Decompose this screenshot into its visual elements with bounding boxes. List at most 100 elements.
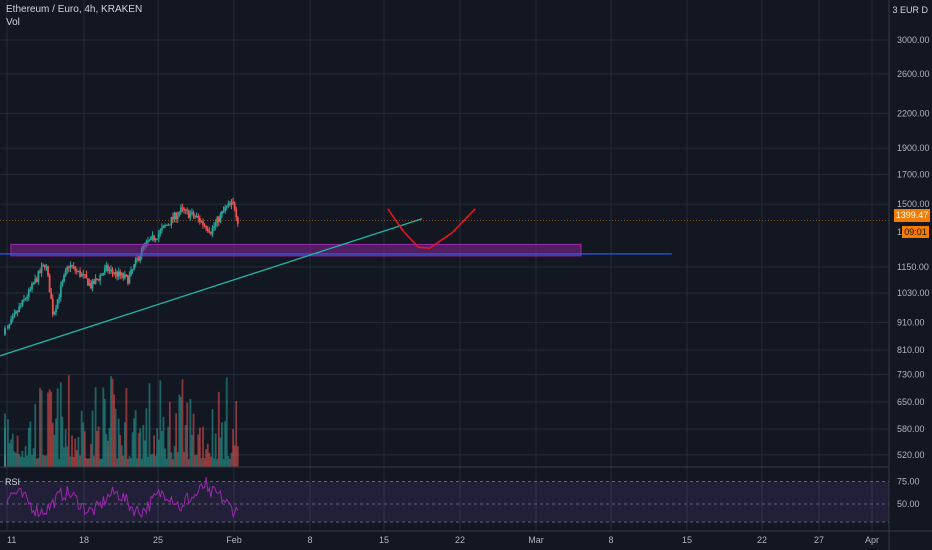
volume-bar <box>178 394 181 467</box>
volume-bar <box>156 428 159 467</box>
volume-bar <box>103 398 106 467</box>
volume-bar <box>200 458 203 467</box>
candle-body <box>86 278 89 286</box>
volume-bar <box>8 443 11 467</box>
candle-body <box>224 207 227 211</box>
volume-bar <box>100 458 103 467</box>
candle-body <box>194 216 197 218</box>
volume-bar <box>194 455 197 467</box>
candle-body <box>159 230 162 234</box>
volume-bar <box>19 456 22 467</box>
drawings[interactable] <box>0 208 889 357</box>
volume-bar <box>164 448 166 467</box>
candle-body <box>61 281 64 286</box>
volume-bar <box>198 427 201 467</box>
candle-body <box>219 214 222 222</box>
time-tick-label: 25 <box>153 535 163 545</box>
candle-body <box>127 275 129 284</box>
candle-body <box>225 205 228 208</box>
candle-body <box>178 212 181 216</box>
candle-body <box>26 296 29 299</box>
volume-bar <box>206 443 209 467</box>
candle-body <box>79 270 81 277</box>
volume-bar <box>197 434 200 467</box>
candle-body <box>113 272 115 274</box>
candle-body <box>119 271 122 276</box>
candle-body <box>90 283 92 289</box>
candle-body <box>192 212 195 217</box>
volume-bar <box>82 422 85 467</box>
volume-bar <box>90 443 92 467</box>
candle-body <box>186 209 189 211</box>
candle-body <box>167 224 170 226</box>
volume-bar <box>165 458 168 467</box>
volume-bar <box>161 431 163 467</box>
volume-bar <box>120 445 123 467</box>
candle-body <box>56 299 59 309</box>
candle-body <box>50 292 53 300</box>
volume-bar <box>145 408 148 467</box>
price-tick-label: 1900.00 <box>897 143 930 153</box>
volume-bar <box>189 399 192 467</box>
volume-bar <box>21 450 24 467</box>
candle-body <box>24 298 27 300</box>
candle-body <box>123 274 126 279</box>
candle-body <box>82 274 85 276</box>
candle-body <box>183 208 185 211</box>
volume-bar <box>222 458 225 467</box>
volume-bar <box>142 424 145 467</box>
volume-bar <box>88 457 91 467</box>
currency-label[interactable]: 3 EUR D <box>892 5 928 15</box>
volume-bar <box>202 426 204 467</box>
candle-body <box>13 313 16 317</box>
volume-bar <box>35 458 38 467</box>
candle-body <box>195 215 198 217</box>
volume-bar <box>181 379 184 467</box>
volume-bar <box>173 445 176 467</box>
time-tick-label: Feb <box>226 535 242 545</box>
volume-bar <box>140 458 143 467</box>
volume-bar <box>208 452 211 467</box>
candle-body <box>37 271 40 282</box>
candle-body <box>35 278 38 282</box>
volume-bar <box>67 375 70 467</box>
volume-bar <box>148 383 151 467</box>
volume-bar <box>110 376 112 467</box>
volume-bar <box>77 436 80 467</box>
price-tick-label: 1700.00 <box>897 169 930 179</box>
candle-body <box>7 325 9 329</box>
volume-bar <box>139 428 142 467</box>
candle-body <box>232 202 234 204</box>
candle-body <box>19 305 22 307</box>
candle-body <box>153 235 156 241</box>
volume-bar <box>40 390 43 467</box>
volume-bar <box>134 410 137 467</box>
candle-body <box>208 230 211 233</box>
support-zone-rectangle <box>10 243 582 257</box>
volume-bar <box>59 382 62 467</box>
volume-bar <box>47 392 49 467</box>
volume-bar <box>211 409 214 467</box>
volume-bar <box>50 391 53 467</box>
volume-bar <box>127 458 129 467</box>
candle-body <box>75 270 78 272</box>
candle-body <box>21 299 24 306</box>
volume-bar <box>224 421 227 467</box>
volume-bar <box>69 456 72 467</box>
time-tick-label: Apr <box>865 535 879 545</box>
volume-bar <box>125 388 128 467</box>
price-tick-label: 3000.00 <box>897 35 930 45</box>
candle-body <box>99 275 102 281</box>
volume-bar <box>195 454 198 467</box>
candle-body <box>34 278 37 284</box>
rsi-pane <box>0 477 889 523</box>
volume-bar <box>48 389 51 467</box>
volume-bar <box>219 437 222 467</box>
volume-bar <box>186 402 189 467</box>
time-tick-label: 15 <box>682 535 692 545</box>
candle-body <box>122 273 125 279</box>
volume-bar <box>74 438 77 467</box>
time-tick-label: 22 <box>757 535 767 545</box>
